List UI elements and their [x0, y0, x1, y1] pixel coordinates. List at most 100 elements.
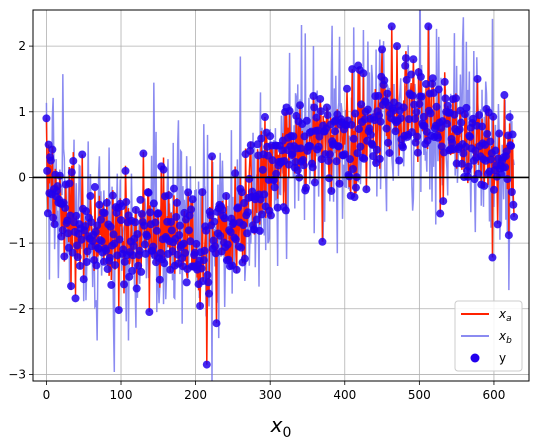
marker-y	[357, 100, 366, 109]
marker-y	[480, 181, 489, 190]
marker-y	[308, 163, 317, 172]
marker-y	[266, 211, 275, 220]
marker-y	[359, 69, 368, 78]
x-axis-title: x0	[270, 413, 292, 437]
marker-y	[442, 119, 451, 128]
marker-y	[266, 132, 275, 141]
marker-y	[302, 116, 311, 125]
axes-frame	[32, 9, 530, 382]
y-tick-label: 0	[18, 170, 26, 184]
marker-y	[402, 75, 411, 84]
marker-y	[164, 191, 173, 200]
marker-y	[239, 221, 248, 230]
marker-y	[293, 166, 302, 175]
marker-y	[79, 275, 88, 284]
x-axis-title-subscript: 0	[282, 425, 291, 437]
marker-y	[273, 203, 282, 212]
marker-y	[378, 45, 387, 54]
marker-y	[351, 183, 360, 192]
marker-y	[488, 253, 497, 262]
marker-y	[96, 215, 105, 224]
marker-y	[67, 168, 76, 177]
marker-y	[325, 150, 334, 159]
marker-y	[122, 197, 131, 206]
marker-y	[332, 157, 341, 166]
marker-y	[181, 249, 190, 258]
marker-y	[392, 42, 401, 51]
marker-y	[349, 134, 358, 143]
marker-y	[71, 294, 80, 303]
marker-y	[108, 191, 117, 200]
marker-y	[391, 127, 400, 136]
marker-y	[469, 114, 478, 123]
marker-y	[407, 70, 416, 79]
marker-y	[86, 192, 95, 200]
x-tick-label: 0	[43, 388, 51, 402]
marker-y	[196, 301, 205, 310]
marker-y	[135, 246, 144, 255]
marker-y	[457, 118, 466, 127]
marker-y	[351, 109, 360, 118]
marker-y	[149, 242, 158, 251]
marker-y	[356, 142, 365, 151]
x-tick-label: 100	[110, 388, 133, 402]
marker-y	[185, 211, 194, 220]
marker-y	[464, 162, 473, 171]
marker-y	[457, 159, 466, 168]
marker-y	[145, 308, 154, 317]
marker-y	[139, 149, 148, 158]
marker-y	[474, 169, 483, 178]
marker-y	[415, 100, 424, 109]
marker-y	[77, 235, 86, 244]
marker-y	[360, 154, 369, 163]
marker-y	[289, 132, 298, 141]
marker-y	[91, 227, 100, 236]
marker-y	[489, 112, 498, 121]
marker-y	[232, 265, 241, 274]
marker-y	[199, 256, 208, 265]
marker-y	[129, 241, 138, 250]
marker-y	[395, 156, 404, 165]
marker-y	[441, 94, 450, 103]
marker-y	[478, 122, 487, 131]
x-tick-label: 400	[333, 388, 356, 402]
marker-y	[497, 170, 506, 179]
marker-y	[350, 193, 359, 202]
marker-y	[68, 248, 77, 257]
marker-y	[182, 278, 191, 287]
marker-y	[121, 166, 130, 175]
marker-y	[102, 198, 111, 207]
marker-y	[136, 195, 145, 204]
marker-y	[93, 221, 102, 230]
marker-y	[75, 261, 84, 270]
marker-y	[137, 210, 146, 219]
marker-y	[389, 106, 398, 115]
marker-y	[436, 209, 445, 218]
marker-y	[140, 240, 149, 249]
marker-y	[169, 184, 178, 193]
marker-y	[252, 215, 261, 224]
marker-y	[309, 92, 318, 101]
marker-y	[42, 114, 51, 123]
marker-y	[92, 261, 101, 270]
marker-y	[229, 218, 238, 227]
marker-y	[509, 200, 518, 209]
marker-y	[186, 237, 195, 246]
marker-y	[313, 126, 322, 135]
marker-y	[60, 252, 69, 261]
marker-y	[154, 209, 163, 218]
marker-y	[460, 110, 469, 119]
marker-y	[223, 240, 232, 249]
marker-y	[455, 125, 464, 134]
marker-y	[365, 124, 374, 133]
marker-y	[268, 156, 277, 165]
marker-y	[202, 360, 211, 369]
marker-y	[72, 211, 81, 220]
marker-y	[432, 102, 441, 111]
marker-y	[443, 101, 452, 110]
marker-y	[114, 306, 123, 315]
legend-label-xa: xa	[498, 307, 512, 324]
marker-y	[156, 249, 165, 258]
marker-y	[204, 278, 213, 287]
